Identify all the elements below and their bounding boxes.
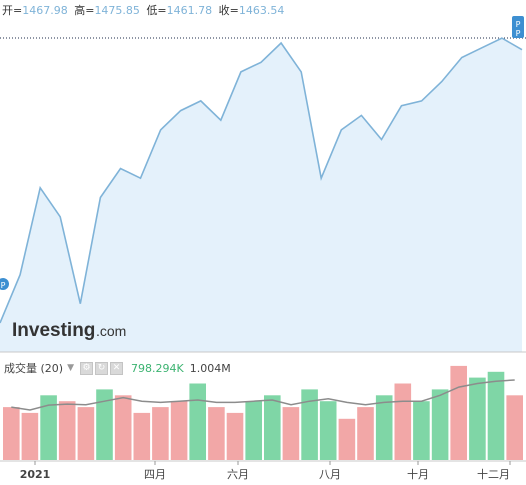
svg-text:P: P [516, 29, 521, 38]
x-axis: 2021 四月 六月 八月 十月 十二月 [20, 461, 511, 481]
volume-bar [264, 395, 281, 460]
low-value: 1461.78 [166, 4, 213, 17]
svg-text:.com: .com [96, 323, 126, 339]
volume-bar [189, 383, 206, 460]
marker-start[interactable]: P [0, 278, 9, 290]
volume-bar [58, 401, 76, 460]
volume-bar [487, 371, 505, 460]
volume-bar [245, 401, 262, 460]
x-tick-label: 十月 [407, 467, 429, 481]
logo-investing: Investing .com [12, 320, 126, 341]
settings-icon[interactable]: ⚙ [80, 361, 93, 375]
x-tick-label: 四月 [144, 468, 166, 481]
close-label: 收= [218, 4, 239, 17]
volume-label: 成交量 (20) [4, 362, 64, 375]
volume-average-value: 1.004M [189, 361, 231, 375]
marker-end[interactable]: P P [512, 16, 524, 38]
high-value: 1475.85 [94, 4, 140, 17]
volume-bar [375, 395, 393, 460]
volume-bar [21, 412, 39, 460]
volume-bar [319, 401, 337, 460]
volume-bar [338, 418, 356, 460]
volume-bar [96, 389, 113, 460]
refresh-icon[interactable]: ↻ [95, 361, 108, 375]
chevron-down-icon[interactable]: ▼ [67, 363, 74, 373]
volume-bar [413, 401, 430, 460]
price-line [0, 37, 523, 324]
open-label: 开= [2, 4, 23, 17]
volume-bar [282, 407, 300, 460]
x-tick-label: 八月 [319, 468, 341, 481]
ohlc-legend: 开=1467.98 高=1475.85 低=1461.78 收=1463.54 [2, 2, 287, 18]
volume-bar [450, 365, 467, 460]
svg-text:Investing: Investing [12, 320, 95, 341]
x-tick-label: 六月 [227, 468, 249, 481]
volume-panel-header: 成交量 (20) ▼ ⚙ ↻ ✕ 798.294K 1.004M [4, 360, 231, 376]
volume-bar [114, 395, 132, 460]
volume-ma-line [11, 379, 515, 411]
volume-bar [40, 395, 57, 460]
volume-bar [226, 412, 244, 460]
volume-bar [357, 407, 374, 460]
volume-bar [170, 401, 188, 460]
close-value: 1463.54 [238, 4, 285, 17]
volume-bar [431, 389, 449, 460]
close-icon[interactable]: ✕ [110, 361, 123, 375]
price-area [0, 38, 522, 352]
volume-bar [301, 389, 318, 460]
volume-bar [3, 407, 20, 460]
x-tick-label: 十二月 [477, 467, 510, 481]
volume-bars [3, 365, 523, 460]
volume-bar [152, 407, 169, 460]
x-tick-label: 2021 [20, 468, 51, 481]
low-label: 低= [146, 4, 167, 17]
volume-bar [394, 383, 412, 460]
high-label: 高= [74, 4, 95, 17]
volume-bar [208, 407, 225, 460]
svg-text:P: P [1, 281, 6, 290]
volume-bar [469, 377, 486, 460]
svg-text:P: P [516, 20, 521, 29]
open-value: 1467.98 [22, 4, 68, 17]
volume-bar [77, 407, 95, 460]
volume-current-value: 798.294K [131, 361, 184, 375]
volume-bar [133, 412, 151, 460]
volume-bar [506, 395, 523, 460]
